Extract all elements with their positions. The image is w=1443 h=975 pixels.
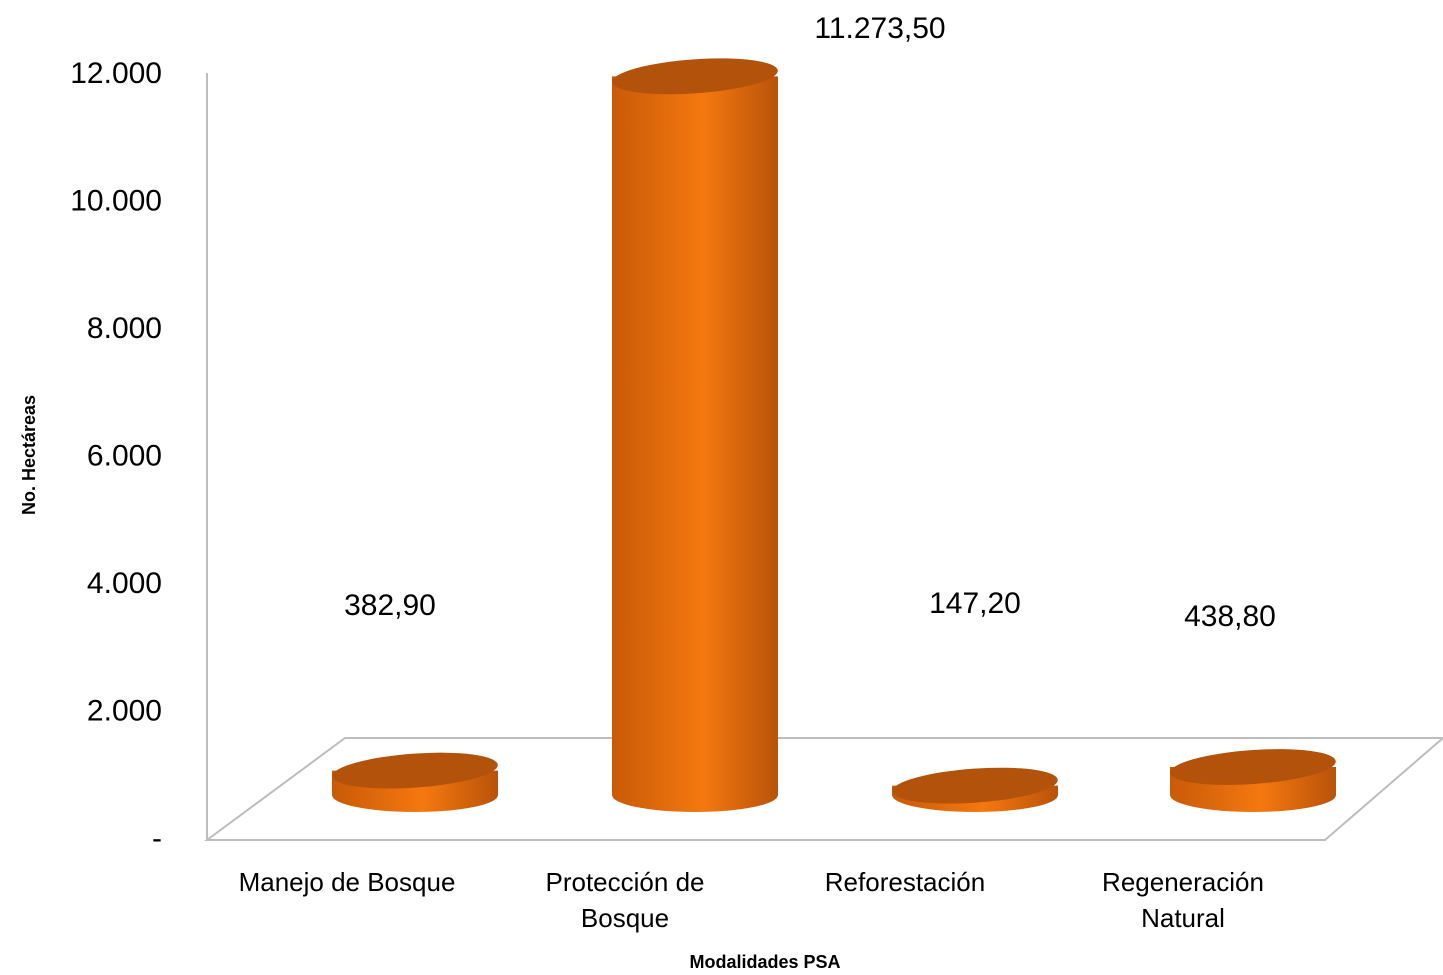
y-axis-title: No. Hectáreas (19, 395, 39, 515)
y-tick-label: - (152, 822, 162, 855)
y-tick-label: 6.000 (87, 439, 162, 472)
x-tick-label: Manejo de Bosque (238, 867, 456, 897)
value-label: 382,90 (344, 589, 436, 622)
floor (203, 737, 1443, 841)
y-tick-label: 12.000 (70, 57, 162, 90)
x-tick-label: Protección de Bosque (545, 867, 705, 933)
y-tick-label: 2.000 (87, 694, 162, 727)
y-tick-label: 10.000 (70, 184, 162, 217)
value-label: 147,20 (929, 587, 1021, 620)
y-tick-label: 4.000 (87, 567, 162, 600)
bar-top (332, 752, 498, 789)
value-label: 11.273,50 (814, 12, 945, 45)
bar (612, 76, 778, 812)
x-axis-title: Modalidades PSA (689, 952, 840, 972)
bar-top (892, 767, 1058, 804)
x-tick-label: Regeneración Natural (1102, 867, 1264, 933)
bar-top (1170, 749, 1336, 785)
value-label: 438,80 (1184, 600, 1276, 633)
bar-top (612, 58, 778, 95)
x-tick-label: Reforestación (824, 867, 986, 897)
y-tick-label: 8.000 (87, 312, 162, 345)
